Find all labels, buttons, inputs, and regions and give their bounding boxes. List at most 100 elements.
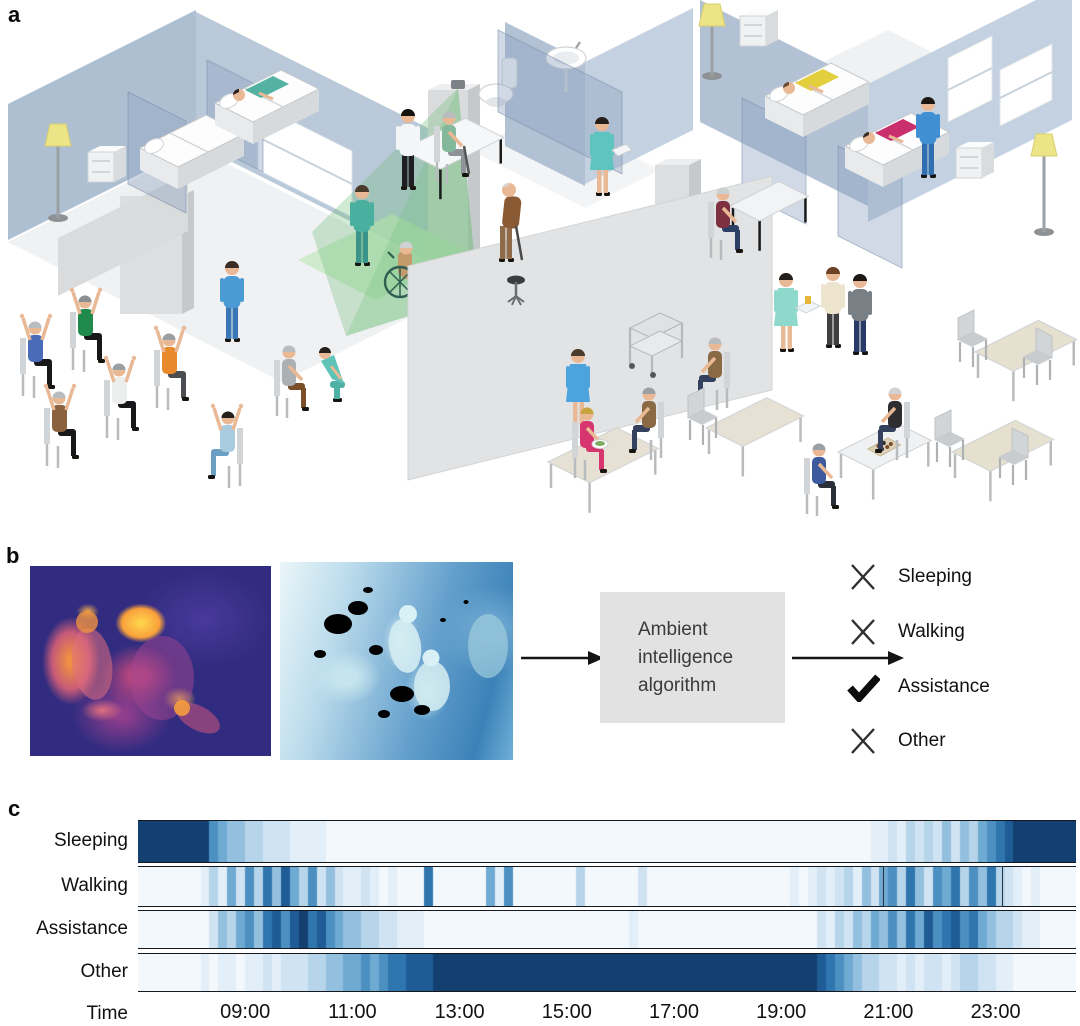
partition-wall	[655, 159, 701, 165]
checkers-player-left	[804, 443, 839, 516]
row-label-sleeping: Sleeping	[54, 830, 128, 851]
depth-image	[280, 562, 513, 760]
check-icon	[847, 674, 880, 702]
heatmap-row-walking	[138, 866, 1076, 908]
visitor-cream	[821, 267, 845, 348]
nurse-with-tray	[774, 273, 822, 352]
row-label-other: Other	[80, 961, 128, 982]
result-label: Walking	[898, 621, 965, 642]
seated-resident	[274, 345, 309, 418]
result-row-other: Other	[846, 726, 946, 756]
depth-figures	[314, 587, 508, 718]
bowl	[591, 439, 609, 449]
game-table	[836, 422, 933, 500]
low-gray-wall	[58, 173, 188, 296]
chair	[687, 387, 718, 445]
tick-label: 17:00	[648, 1001, 700, 1023]
result-label: Other	[898, 730, 946, 751]
bed-empty	[138, 114, 246, 189]
tick-label: 19:00	[756, 1001, 807, 1023]
visitor-gray	[848, 274, 872, 355]
exerciser	[153, 325, 189, 410]
tick-label: 21:00	[863, 1001, 914, 1023]
row-label-walking: Walking	[61, 875, 128, 896]
arrow-right-icon	[521, 651, 604, 665]
resident-with-cane	[499, 182, 524, 262]
panel-a-label: a	[8, 2, 21, 27]
tick-label: 13:00	[434, 1001, 485, 1023]
nightstand	[955, 142, 994, 179]
cross-icon	[851, 619, 875, 645]
free-standing-wall	[407, 175, 773, 481]
exerciser	[43, 383, 79, 468]
tick-label: 15:00	[541, 1001, 592, 1023]
chair	[934, 409, 965, 467]
cross-icon	[851, 728, 875, 754]
heatmap-row-assistance	[138, 910, 1076, 950]
result-label: Sleeping	[898, 566, 972, 587]
ceiling-sensor-icon	[451, 80, 465, 89]
algorithm-box-line: intelligence	[638, 646, 734, 668]
floor-lamp	[698, 3, 726, 80]
resident-at-desk	[708, 187, 743, 260]
result-row-assistance: Assistance	[846, 672, 990, 702]
result-label: Assistance	[898, 676, 990, 697]
result-row-walking: Walking	[846, 617, 965, 647]
side-table	[704, 397, 805, 477]
resident-on-bench	[434, 111, 471, 184]
panel-b-label: b	[6, 543, 20, 568]
nightstand	[739, 10, 778, 47]
sensor-mat	[298, 214, 470, 300]
wall-left-outer	[8, 10, 196, 240]
algorithm-box: Ambient intelligence algorithm	[600, 592, 785, 723]
exerciser	[103, 355, 139, 440]
chair	[1022, 327, 1053, 385]
algorithm-box-text: Ambient intelligence algorithm	[638, 616, 733, 700]
time-axis-label: Time	[86, 1003, 128, 1024]
highlighted-segment-box	[883, 866, 1003, 908]
crouching-nurse	[319, 347, 345, 402]
floor-lamp	[1030, 133, 1058, 236]
checkers-player-right	[875, 387, 910, 460]
empty-table	[950, 419, 1055, 502]
resident-pink-dress	[572, 407, 607, 480]
heatmap-canvas	[138, 821, 1076, 862]
floor-lamp	[44, 123, 72, 222]
heatmap-canvas	[138, 867, 1076, 906]
resident-alone	[695, 337, 730, 410]
flow-arrows	[521, 651, 904, 665]
wheeled-stool	[507, 275, 525, 306]
exerciser	[19, 313, 55, 398]
heatmap-row-sleeping	[138, 820, 1076, 864]
nursing-home-illustration	[8, 0, 1078, 516]
cross-icon	[851, 564, 875, 590]
tick-label: 09:00	[220, 1001, 271, 1023]
resident-brown-sweater	[629, 387, 664, 460]
panel-c-label: c	[8, 796, 21, 821]
row-label-assistance: Assistance	[36, 918, 128, 939]
nurse-pushing-wheelchair	[350, 185, 374, 266]
empty-table	[973, 319, 1078, 402]
clinician-white-coat	[396, 109, 420, 190]
heatmap-canvas	[138, 911, 1076, 948]
nightstand	[87, 146, 126, 183]
nurse-with-clipboard	[590, 117, 633, 196]
chair	[998, 427, 1029, 485]
result-row-sleeping: Sleeping	[846, 562, 972, 592]
arrow-right-icon	[792, 651, 904, 665]
algorithm-box-line: Ambient	[638, 618, 708, 640]
heatmap-canvas	[138, 954, 1076, 991]
heatmap-row-other	[138, 953, 1076, 993]
exercise-instructor	[208, 403, 244, 488]
algorithm-box-line: algorithm	[638, 674, 717, 696]
thermal-figures	[71, 611, 220, 734]
bed-sleeping-woman	[763, 62, 871, 137]
service-cart	[628, 312, 684, 378]
thermal-image	[30, 566, 271, 756]
nurse-at-bedside	[916, 97, 940, 178]
toilet	[478, 57, 518, 107]
chair	[957, 309, 988, 367]
tick-label: 23:00	[970, 1001, 1021, 1023]
exerciser	[69, 287, 105, 372]
